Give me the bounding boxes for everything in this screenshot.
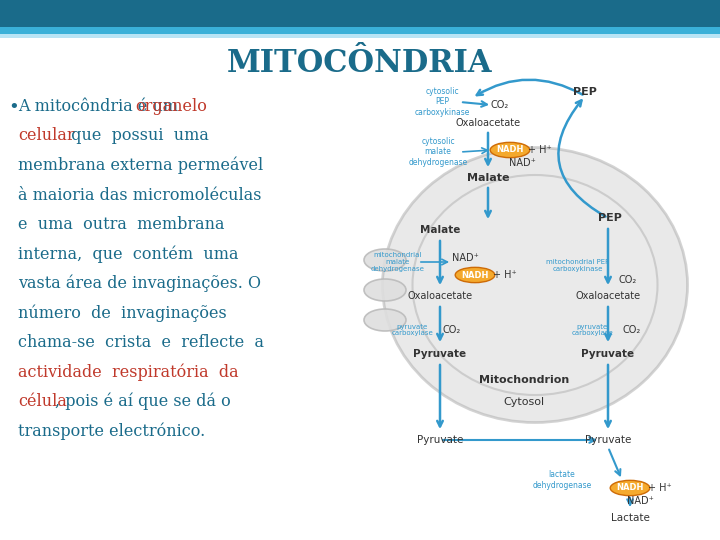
Text: Pyruvate: Pyruvate	[413, 349, 467, 359]
Text: NADH: NADH	[616, 483, 644, 492]
Text: interna,  que  contém  uma: interna, que contém uma	[18, 246, 238, 263]
Text: Pyruvate: Pyruvate	[582, 349, 634, 359]
Ellipse shape	[455, 267, 495, 282]
Text: CO₂: CO₂	[491, 100, 509, 110]
Text: lactate
dehydrogenase: lactate dehydrogenase	[532, 470, 592, 490]
Bar	[0, 34, 720, 38]
Text: que  possui  uma: que possui uma	[61, 127, 209, 145]
Text: •: •	[8, 98, 19, 116]
Text: CO₂: CO₂	[619, 275, 637, 285]
Text: NAD⁺: NAD⁺	[508, 158, 536, 168]
Text: PEP: PEP	[573, 87, 597, 97]
Ellipse shape	[413, 175, 657, 395]
Text: mitochondrial
malate
dehydrogenase: mitochondrial malate dehydrogenase	[371, 252, 425, 272]
Text: + H⁺: + H⁺	[493, 270, 517, 280]
Text: NAD⁺: NAD⁺	[451, 253, 478, 263]
Text: actividade  respiratória  da: actividade respiratória da	[18, 363, 238, 381]
Text: NADH: NADH	[496, 145, 523, 154]
Text: Oxaloacetate: Oxaloacetate	[408, 291, 472, 301]
Text: organelo: organelo	[135, 98, 207, 115]
Text: pyruvate
carboxylase: pyruvate carboxylase	[571, 323, 613, 336]
Text: e  uma  outra  membrana: e uma outra membrana	[18, 216, 225, 233]
Ellipse shape	[364, 309, 406, 331]
Text: Malate: Malate	[420, 225, 460, 235]
Text: + H⁺: + H⁺	[528, 145, 552, 155]
Text: pyruvate
carboxylase: pyruvate carboxylase	[391, 323, 433, 336]
Text: transporte electrónico.: transporte electrónico.	[18, 422, 205, 440]
Text: cytosolic
PEP
carboxykinase: cytosolic PEP carboxykinase	[414, 87, 469, 117]
Text: + H⁺: + H⁺	[648, 483, 672, 493]
Text: Pyruvate: Pyruvate	[417, 435, 463, 445]
Text: célula: célula	[18, 393, 67, 410]
Text: CO₂: CO₂	[623, 325, 641, 335]
Text: chama-se  crista  e  reflecte  a: chama-se crista e reflecte a	[18, 334, 264, 351]
Text: cytosolic
malate
dehydrogenase: cytosolic malate dehydrogenase	[408, 137, 467, 167]
Text: Malate: Malate	[467, 173, 509, 183]
Text: Oxaloacetate: Oxaloacetate	[575, 291, 641, 301]
Text: número  de  invaginações: número de invaginações	[18, 305, 227, 322]
Text: à maioria das micromoléculas: à maioria das micromoléculas	[18, 186, 261, 204]
Ellipse shape	[382, 147, 688, 422]
Ellipse shape	[364, 249, 406, 271]
Ellipse shape	[490, 143, 530, 158]
Bar	[0, 27, 720, 34]
Text: mitochondrial PEP
carboxykinase: mitochondrial PEP carboxykinase	[546, 259, 610, 272]
Bar	[0, 0, 720, 27]
Text: Cytosol: Cytosol	[503, 397, 544, 407]
Text: NAD⁺: NAD⁺	[626, 496, 654, 506]
Text: celular: celular	[18, 127, 75, 145]
Text: Lactate: Lactate	[611, 513, 649, 523]
Text: NADH: NADH	[462, 271, 489, 280]
Ellipse shape	[611, 481, 649, 496]
Text: Pyruvate: Pyruvate	[585, 435, 631, 445]
Text: Oxaloacetate: Oxaloacetate	[456, 118, 521, 128]
Text: A mitocôndria é um: A mitocôndria é um	[18, 98, 184, 115]
Text: Mitochondrion: Mitochondrion	[479, 375, 569, 385]
Ellipse shape	[364, 279, 406, 301]
Text: CO₂: CO₂	[443, 325, 461, 335]
Text: membrana externa permeável: membrana externa permeável	[18, 157, 264, 174]
Text: PEP: PEP	[598, 213, 622, 223]
Text: vasta área de invaginações. O: vasta área de invaginações. O	[18, 275, 261, 293]
Text: MITOCÔNDRIA: MITOCÔNDRIA	[228, 49, 492, 79]
Text: , pois é aí que se dá o: , pois é aí que se dá o	[55, 393, 230, 410]
